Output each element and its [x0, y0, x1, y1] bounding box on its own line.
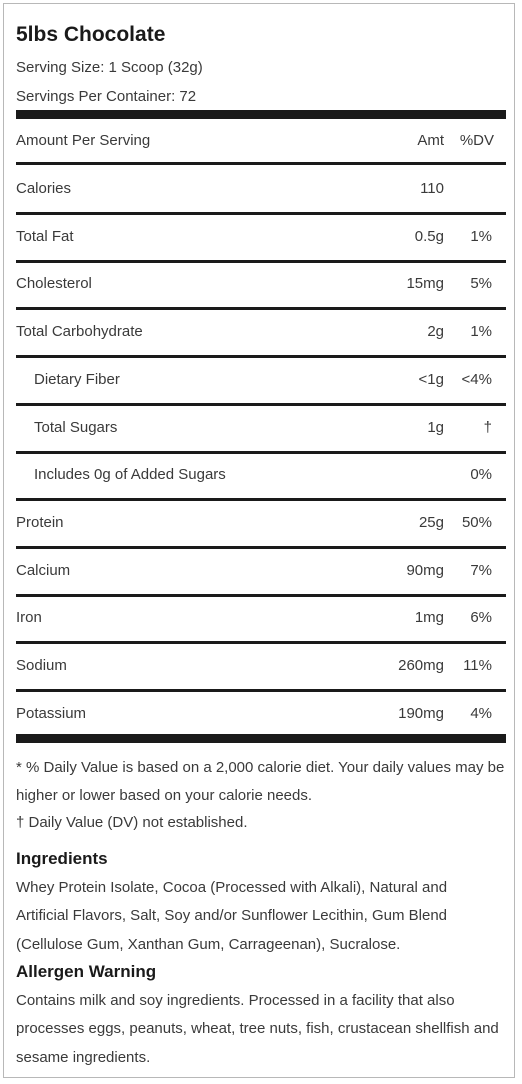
nutrient-row: Total Sugars 1g †	[16, 413, 506, 443]
product-title: 5lbs Chocolate	[16, 23, 166, 46]
nutrient-daily-value: 6%	[470, 609, 492, 627]
nutrient-row: Cholesterol 15mg 5%	[16, 269, 506, 299]
row-divider	[16, 355, 506, 359]
nutrient-daily-value: †	[483, 418, 492, 436]
row-divider	[16, 450, 506, 454]
nutrient-daily-value: <4%	[461, 370, 492, 388]
amt-column-header: Amt	[417, 132, 444, 149]
serving-size: Serving Size: 1 Scoop (32g)	[16, 59, 203, 76]
nutrient-row: Protein 25g 50%	[16, 508, 506, 538]
nutrition-facts-panel: 5lbs Chocolate Serving Size: 1 Scoop (32…	[3, 3, 515, 1078]
nutrient-label: Total Carbohydrate	[16, 323, 143, 341]
dv-column-header: %DV	[459, 132, 494, 149]
nutrient-row: Includes 0g of Added Sugars 0%	[16, 460, 506, 490]
allergen-text: Contains milk and soy ingredients. Proce…	[16, 992, 499, 1066]
nutrient-amount: 2g	[427, 323, 444, 341]
nutrient-daily-value: 11%	[463, 657, 492, 674]
nutrient-daily-value: 1%	[470, 227, 492, 245]
row-divider	[16, 162, 506, 165]
nutrient-amount: 90mg	[406, 561, 444, 579]
nutrient-label: Potassium	[16, 704, 87, 722]
nutrient-label: Dietary Fiber	[34, 370, 120, 388]
nutrient-label: Calories	[16, 180, 72, 197]
servings-per-container: Servings Per Container: 72	[16, 88, 197, 105]
nutrient-amount: 0.5g	[414, 227, 444, 245]
nutrient-daily-value: 50%	[461, 513, 492, 531]
amount-per-serving-label: Amount Per Serving	[16, 132, 151, 149]
nutrient-label: Includes 0g of Added Sugars	[34, 466, 226, 484]
nutrient-daily-value: 5%	[470, 275, 492, 293]
ingredients-text: Whey Protein Isolate, Cocoa (Processed w…	[16, 879, 448, 953]
nutrient-daily-value: 4%	[470, 704, 492, 722]
ingredients-heading: Ingredients	[16, 849, 108, 868]
nutrient-amount: 190mg	[398, 704, 444, 722]
nutrient-row: Total Fat 0.5g 1%	[16, 222, 506, 252]
nutrient-row: Potassium 190mg 4%	[16, 699, 506, 729]
nutrient-amount: 15mg	[406, 275, 444, 293]
nutrient-daily-value: 1%	[470, 323, 492, 341]
nutrient-row: Calories 110	[16, 174, 506, 204]
row-divider	[16, 498, 506, 502]
nutrient-label: Protein	[16, 513, 64, 531]
row-divider	[16, 641, 506, 645]
nutrient-amount: <1g	[418, 370, 444, 388]
row-divider	[16, 545, 506, 549]
nutrient-amount: 1g	[427, 418, 444, 436]
thick-divider-bottom	[16, 734, 506, 743]
nutrient-row: Sodium 260mg 11%	[16, 651, 506, 681]
nutrient-amount: 260mg	[398, 657, 444, 674]
row-divider	[16, 307, 506, 311]
row-divider	[16, 402, 506, 406]
nutrient-row: Iron 1mg 6%	[16, 603, 506, 633]
row-divider	[16, 593, 506, 597]
nutrient-label: Cholesterol	[16, 275, 92, 293]
nutrient-daily-value: 7%	[470, 561, 492, 579]
row-divider	[16, 689, 506, 692]
dagger-footnote: † Daily Value (DV) not established.	[16, 814, 248, 831]
nutrient-label: Iron	[16, 609, 42, 627]
nutrient-amount: 25g	[418, 513, 444, 531]
nutrient-row: Calcium 90mg 7%	[16, 556, 506, 586]
nutrient-row: Total Carbohydrate 2g 1%	[16, 317, 506, 347]
daily-value-footnote: * % Daily Value is based on a 2,000 calo…	[16, 759, 505, 804]
row-divider	[16, 212, 506, 215]
nutrient-amount: 1mg	[414, 609, 444, 627]
row-divider	[16, 259, 506, 263]
nutrient-label: Calcium	[16, 561, 71, 579]
thick-divider-top	[16, 110, 506, 119]
nutrient-label: Sodium	[16, 657, 67, 674]
nutrient-daily-value: 0%	[470, 466, 492, 484]
nutrient-label: Total Sugars	[34, 418, 118, 436]
nutrient-label: Total Fat	[16, 227, 74, 245]
nutrient-row: Dietary Fiber <1g <4%	[16, 365, 506, 395]
allergen-heading: Allergen Warning	[16, 962, 157, 981]
table-header-row: Amount Per Serving Amt %DV	[16, 126, 506, 156]
nutrient-amount: 110	[420, 180, 444, 197]
